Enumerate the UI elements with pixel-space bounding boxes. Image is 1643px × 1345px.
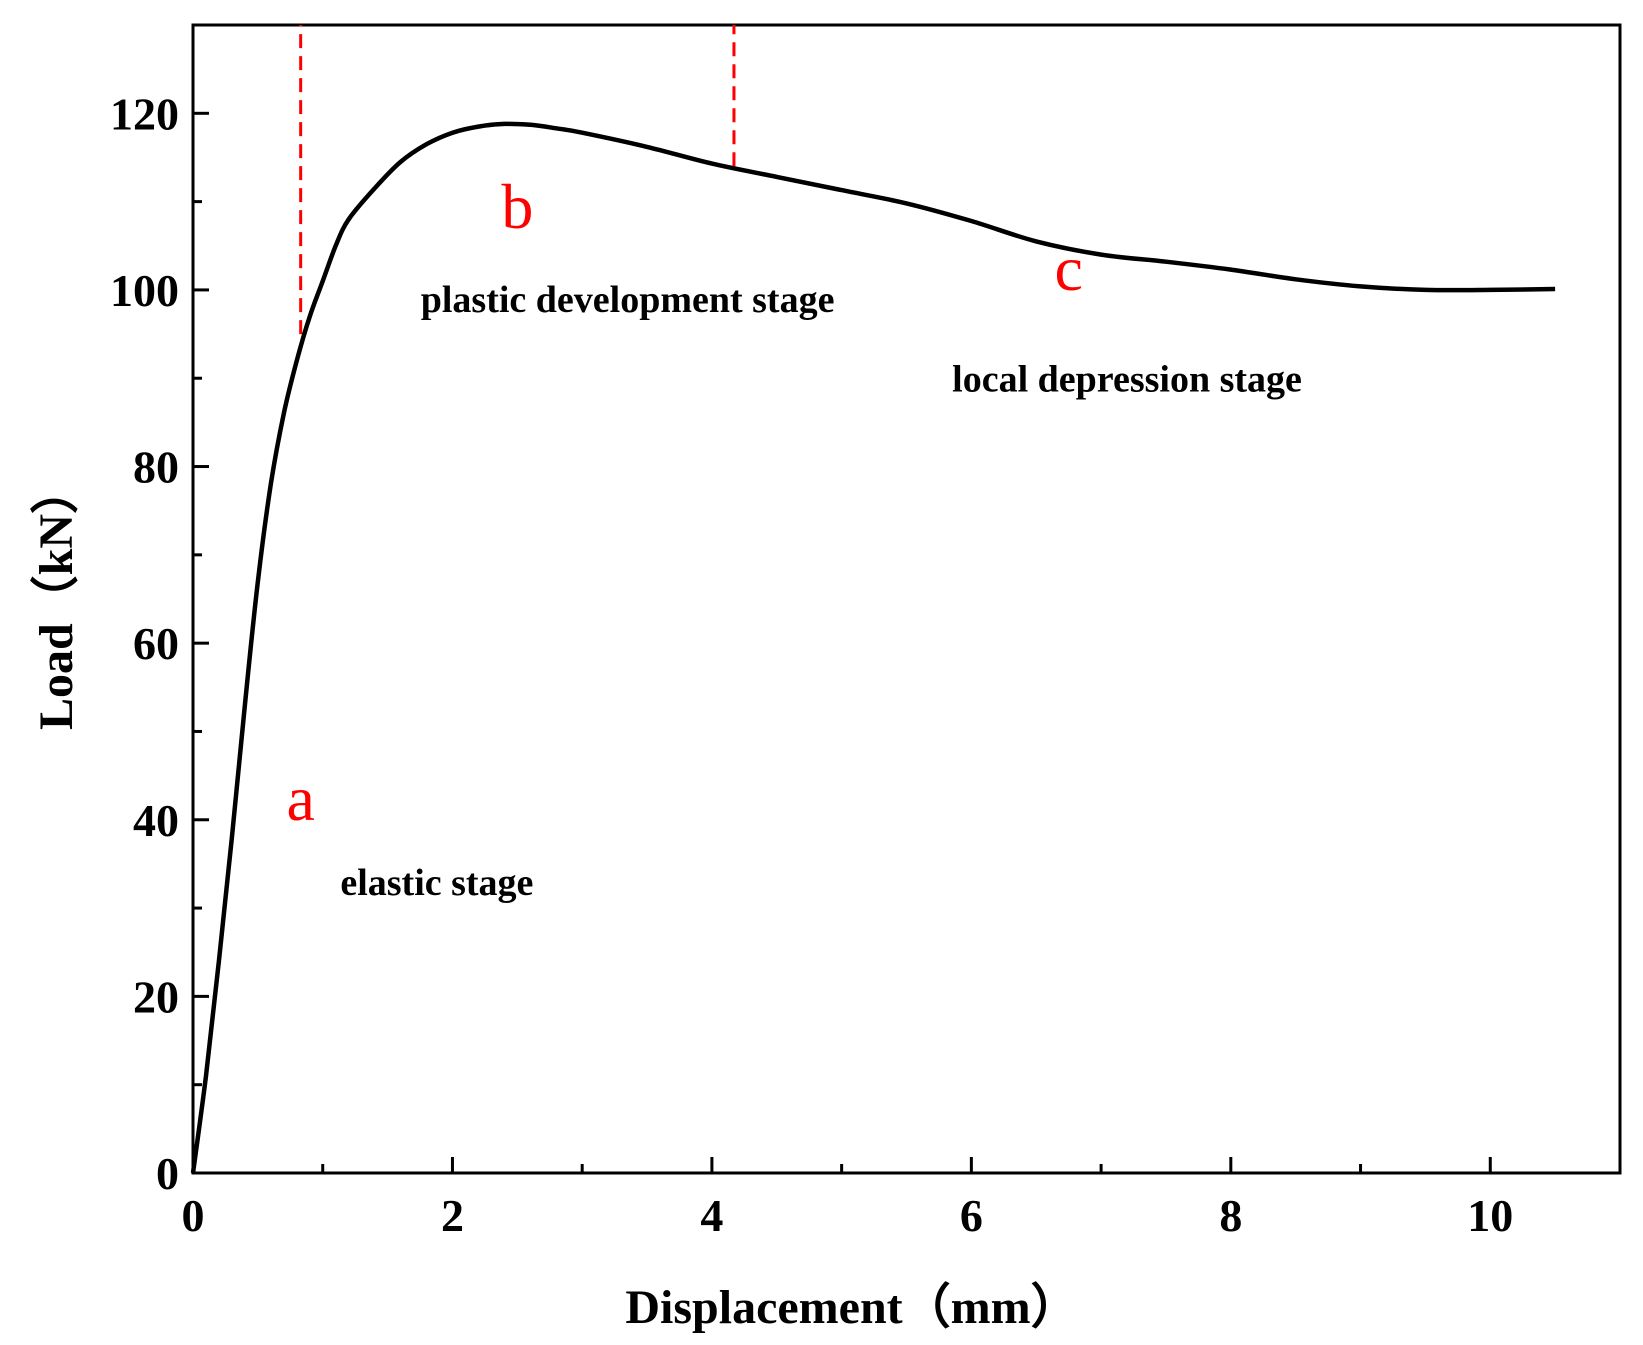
stage-label: elastic stage: [340, 862, 533, 904]
x-tick-label: 6: [960, 1190, 983, 1241]
x-tick-label: 0: [182, 1190, 205, 1241]
annotations: a b c elastic stage plastic development stag…: [286, 171, 1301, 904]
plot-frame: [191, 23, 1622, 1175]
stage-dividers: [299, 25, 736, 335]
point-label-b: b: [501, 171, 533, 242]
y-tick-label: 120: [110, 88, 179, 139]
x-tick-label: 10: [1467, 1190, 1513, 1241]
point-label-c: c: [1054, 233, 1082, 304]
y-axis-title: Load（kN）: [30, 466, 83, 730]
series-layer: [190, 121, 1556, 1174]
point-label-a: a: [286, 763, 314, 834]
load-displacement-curve: [190, 121, 1556, 1174]
y-tick-label: 100: [110, 265, 179, 316]
stage-label: plastic development stage: [421, 279, 835, 321]
x-tick-label: 8: [1219, 1190, 1242, 1241]
axes: [191, 23, 1622, 1175]
y-tick-label: 0: [156, 1148, 179, 1199]
stage-label: local depression stage: [952, 358, 1302, 400]
y-tick-label: 60: [133, 618, 179, 669]
y-tick-label: 40: [133, 795, 179, 846]
x-axis-title: Displacement（mm）: [625, 1281, 1078, 1334]
x-tick-label: 2: [441, 1190, 464, 1241]
y-tick-label: 20: [133, 971, 179, 1022]
y-tick-label: 80: [133, 442, 179, 493]
x-tick-label: 4: [700, 1190, 723, 1241]
